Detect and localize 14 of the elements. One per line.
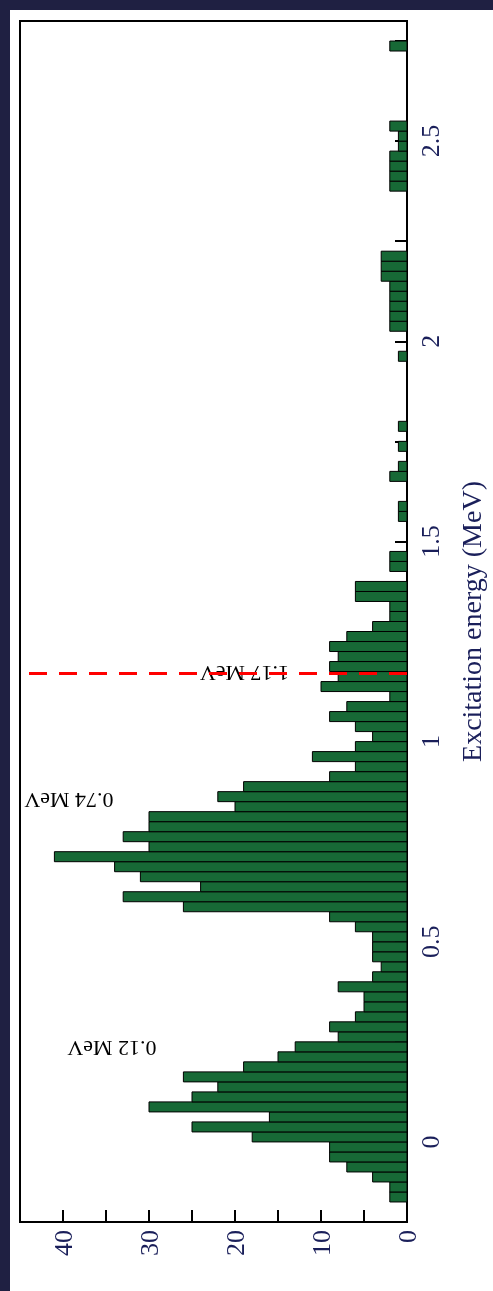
x-tick-label: 40: [48, 1230, 78, 1256]
y-tick-label: 2.5: [415, 124, 445, 158]
x-tick-label: 10: [306, 1230, 336, 1256]
y-tick-label: 1.5: [415, 525, 445, 558]
annotation: 0.74 MeV: [24, 788, 114, 814]
x-tick-label: 0: [392, 1230, 422, 1243]
y-tick-label: 0.5: [415, 925, 445, 959]
x-tick-label: 20: [220, 1230, 250, 1256]
y-axis-title: Excitation energy (MeV): [455, 481, 487, 762]
y-tick-label: 1: [415, 735, 445, 749]
annotation: 0.12 MeV: [67, 1036, 157, 1062]
y-tick-label: 2: [415, 334, 445, 348]
y-tick-label: 0: [415, 1135, 445, 1149]
x-tick-label: 30: [134, 1230, 164, 1256]
